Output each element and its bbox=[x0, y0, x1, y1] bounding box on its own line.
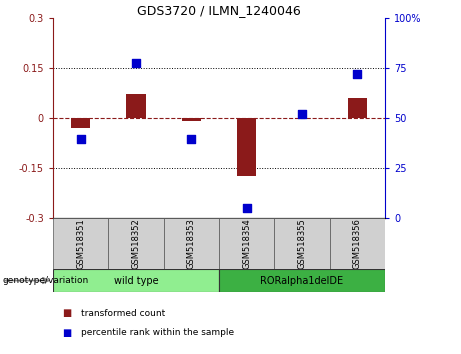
Bar bbox=[348, 98, 367, 118]
Text: wild type: wild type bbox=[114, 275, 158, 286]
Text: GSM518355: GSM518355 bbox=[297, 218, 307, 269]
Text: GSM518352: GSM518352 bbox=[131, 218, 141, 269]
Text: ■: ■ bbox=[62, 328, 71, 338]
Text: ■: ■ bbox=[62, 308, 71, 318]
Point bbox=[243, 205, 250, 211]
Point bbox=[298, 112, 306, 117]
Bar bbox=[53, 218, 108, 269]
Point bbox=[188, 137, 195, 142]
Point bbox=[77, 137, 84, 142]
Bar bbox=[182, 118, 201, 121]
Bar bbox=[164, 218, 219, 269]
Bar bbox=[71, 118, 90, 128]
Bar bbox=[274, 218, 330, 269]
Bar bbox=[237, 118, 256, 176]
Text: genotype/variation: genotype/variation bbox=[2, 276, 89, 285]
Title: GDS3720 / ILMN_1240046: GDS3720 / ILMN_1240046 bbox=[137, 4, 301, 17]
Text: GSM518351: GSM518351 bbox=[76, 218, 85, 269]
Text: RORalpha1delDE: RORalpha1delDE bbox=[260, 275, 343, 286]
Bar bbox=[53, 269, 219, 292]
Text: transformed count: transformed count bbox=[81, 309, 165, 318]
Text: percentile rank within the sample: percentile rank within the sample bbox=[81, 328, 234, 337]
Text: GSM518354: GSM518354 bbox=[242, 218, 251, 269]
Bar bbox=[330, 218, 385, 269]
Text: GSM518353: GSM518353 bbox=[187, 218, 196, 269]
Bar bbox=[219, 269, 385, 292]
Point bbox=[354, 72, 361, 77]
Text: GSM518356: GSM518356 bbox=[353, 218, 362, 269]
Bar bbox=[108, 218, 164, 269]
Point bbox=[132, 60, 140, 65]
Bar bbox=[126, 95, 146, 118]
Bar bbox=[219, 218, 274, 269]
